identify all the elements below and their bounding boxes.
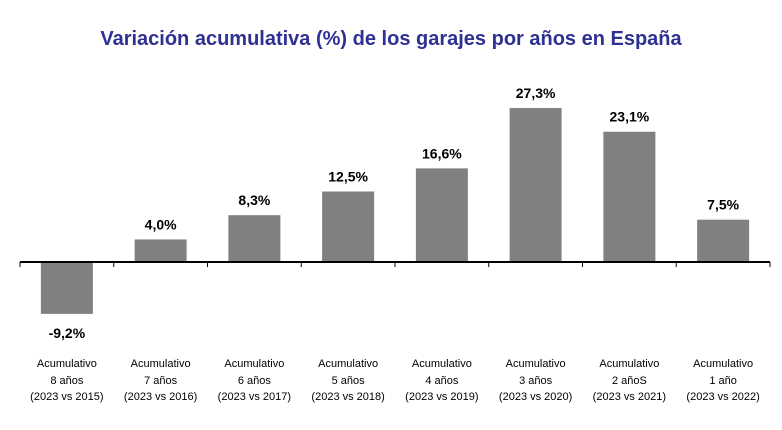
category-label: Acumulativo 8 años (2023 vs 2015) [20, 356, 114, 406]
category-label-line: Acumulativo [130, 358, 191, 370]
category-label-line: Acumulativo [224, 358, 285, 370]
data-label: 16,6% [422, 145, 462, 161]
category-label: Acumulativo 3 años (2023 vs 2020) [489, 356, 583, 406]
chart-title: Variación acumulativa (%) de los garajes… [100, 28, 682, 50]
category-label-line: Acumulativo [505, 358, 566, 370]
category-label: Acumulativo 4 años (2023 vs 2019) [395, 356, 489, 406]
bar [40, 262, 93, 314]
category-label: Acumulativo 6 años (2023 vs 2017) [207, 356, 301, 406]
category-label-line: (2023 vs 2019) [405, 391, 479, 403]
category-label-line: (2023 vs 2015) [30, 391, 104, 403]
category-label-line: 5 años [331, 374, 365, 387]
bar [603, 131, 656, 262]
data-label: 12,5% [328, 169, 368, 185]
category-label-line: (2023 vs 2018) [311, 391, 385, 403]
data-label: -9,2% [49, 325, 86, 341]
category-label-line: 7 años [144, 374, 178, 387]
category-label-line: 1 año [709, 374, 737, 387]
category-label-line: Acumulativo [318, 358, 379, 370]
category-label-line: Acumulativo [36, 358, 97, 370]
bar [228, 215, 281, 262]
data-label: 27,3% [516, 85, 556, 101]
category-label-line: 6 años [237, 374, 271, 387]
category-label-line: 8 años [50, 374, 84, 387]
bar [509, 108, 562, 262]
bar [415, 168, 468, 262]
category-label-line: 4 años [425, 374, 459, 387]
category-label-line: Acumulativo [693, 358, 754, 370]
category-label-line: Acumulativo [599, 358, 660, 370]
bar [134, 239, 187, 262]
category-label-line: (2023 vs 2021) [592, 391, 667, 403]
data-label: 23,1% [610, 109, 650, 125]
category-label: Acumulativo 7 años (2023 vs 2016) [114, 356, 208, 406]
data-label: 8,3% [238, 192, 270, 208]
category-label-line: 2 añoS [611, 374, 647, 387]
category-label: Acumulativo 1 año (2023 vs 2022) [676, 356, 770, 406]
category-label-line: (2023 vs 2016) [123, 391, 198, 403]
category-label-line: (2023 vs 2022) [686, 391, 760, 403]
category-label: Acumulativo 5 años (2023 vs 2018) [301, 356, 395, 406]
category-label-line: (2023 vs 2020) [498, 391, 573, 403]
data-label: 4,0% [145, 216, 177, 232]
bar [322, 191, 375, 262]
category-label-line: 3 años [519, 374, 553, 387]
category-label-line: Acumulativo [411, 358, 472, 370]
category-label: Acumulativo 2 añoS (2023 vs 2021) [582, 356, 676, 406]
data-label: 7,5% [707, 197, 739, 213]
bar [697, 219, 750, 262]
category-label-line: (2023 vs 2017) [217, 391, 292, 403]
